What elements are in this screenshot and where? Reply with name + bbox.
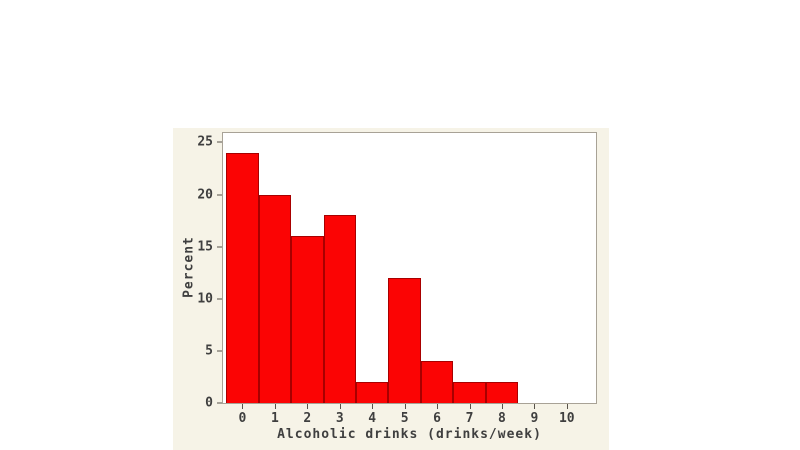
y-tick-mark	[217, 402, 222, 404]
y-axis-title: Percent	[181, 236, 197, 298]
x-tick-label-4: 4	[368, 411, 377, 426]
histogram-bar-7	[453, 382, 486, 403]
y-tick-mark	[217, 246, 222, 248]
y-tick-label-0: 0	[205, 395, 213, 411]
x-axis-title: Alcoholic drinks (drinks/week)	[277, 427, 542, 442]
histogram-bar-2	[291, 236, 324, 403]
x-tick-mark	[534, 404, 536, 409]
bars-layer	[223, 133, 596, 403]
x-tick-label-1: 1	[270, 411, 279, 426]
histogram-bar-0	[226, 152, 259, 403]
x-tick-mark	[274, 404, 276, 409]
chart-panel: Percent 0 5 10 15 20 25 0 1 2 3 4 5 6 7 8 9 10 Alcoholi…	[173, 128, 609, 450]
x-tick-label-3: 3	[335, 411, 344, 426]
y-tick-label-5: 5	[205, 343, 213, 359]
y-tick-mark	[217, 350, 222, 352]
y-tick-label-15: 15	[197, 239, 213, 255]
plot-area: 0 5 10 15 20 25 0 1 2 3 4 5 6 7 8 9 10	[197, 132, 597, 425]
histogram-bar-8	[485, 382, 519, 403]
y-tick-mark	[217, 194, 222, 196]
x-tick-label-6: 6	[433, 411, 441, 426]
x-tick-mark	[469, 404, 471, 409]
x-tick-label-8: 8	[498, 411, 506, 426]
y-tick-mark	[217, 141, 222, 143]
x-tick-label-9: 9	[530, 411, 539, 426]
x-tick-mark	[307, 404, 309, 409]
x-tick-mark	[437, 404, 439, 409]
x-tick-label-10: 10	[558, 411, 575, 426]
x-tick-mark	[404, 404, 406, 409]
y-tick-mark	[217, 298, 222, 300]
x-tick-mark	[566, 404, 568, 409]
x-tick-label-5: 5	[400, 411, 409, 426]
histogram-bar-1	[258, 194, 292, 403]
y-tick-label-25: 25	[197, 134, 213, 150]
histogram-bar-4	[355, 382, 389, 403]
x-tick-label-7: 7	[465, 411, 474, 426]
x-tick-label-2: 2	[303, 411, 312, 426]
histogram-bar-6	[420, 361, 454, 403]
x-tick-mark	[242, 404, 244, 409]
x-tick-mark	[339, 404, 341, 409]
y-tick-label-20: 20	[197, 187, 213, 203]
y-tick-label-10: 10	[197, 291, 213, 307]
histogram-bar-5	[388, 277, 421, 403]
x-tick-label-0: 0	[238, 411, 247, 426]
x-tick-mark	[501, 404, 503, 409]
histogram-bar-3	[323, 215, 356, 403]
x-tick-mark	[372, 404, 374, 409]
